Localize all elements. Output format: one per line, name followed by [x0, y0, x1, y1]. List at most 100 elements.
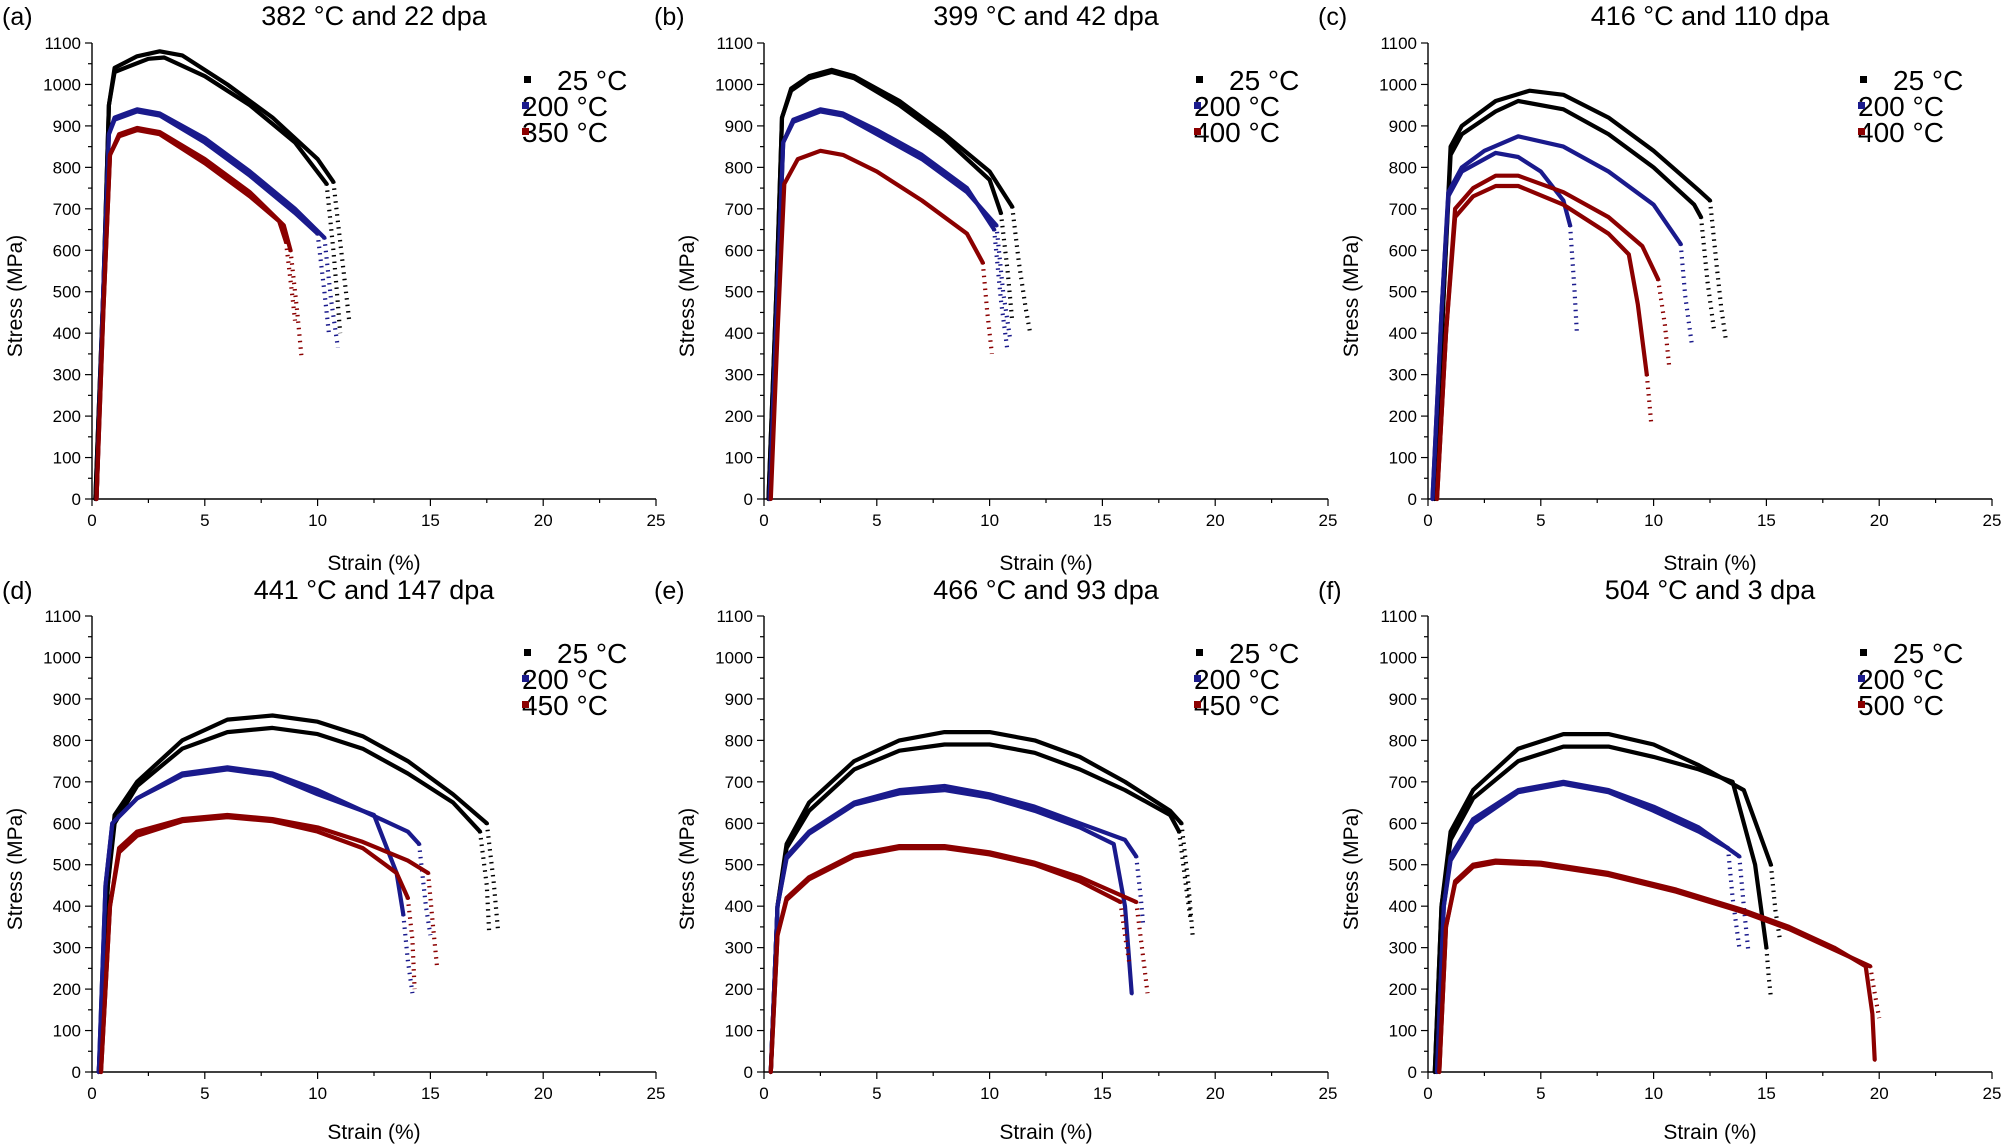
series-fracture-tail-d-2	[417, 843, 433, 936]
series-curve-d-1	[96, 725, 483, 1075]
legend-marker	[524, 649, 531, 656]
y-tick-label: 200	[725, 980, 753, 999]
series-curve-f-3	[1434, 781, 1731, 1075]
x-tick-label: 10	[980, 1084, 999, 1103]
series-curve-f-1	[1432, 744, 1769, 1075]
y-tick-label: 500	[53, 283, 81, 302]
y-tick-label: 800	[53, 731, 81, 750]
series-curve-b-3	[767, 109, 999, 502]
y-tick-label: 600	[1389, 814, 1417, 833]
panel-f-title: 504 °C and 3 dpa	[1605, 575, 1816, 605]
y-tick-label: 0	[1408, 490, 1417, 509]
series-fracture-tail-c-3	[1568, 225, 1579, 334]
legend-marker	[522, 675, 529, 682]
y-tick-label: 300	[53, 366, 81, 385]
series-fracture-tail-b-0	[1010, 206, 1033, 334]
series-fracture-tail-d-1	[477, 831, 492, 932]
series-fracture-tail-d-3	[401, 914, 415, 994]
y-tick-label: 700	[725, 773, 753, 792]
x-tick-label: 10	[1644, 511, 1663, 530]
legend-marker	[1858, 675, 1865, 682]
legend-marker	[1858, 128, 1865, 135]
legend-marker	[522, 128, 529, 135]
panel-d-label: (d)	[2, 577, 33, 605]
legend-a-entry-0: 25 °C	[557, 65, 627, 96]
series-curve-e-5	[768, 846, 1123, 1075]
series-curve-d-5	[98, 815, 410, 1075]
x-tick-label: 15	[1093, 1084, 1112, 1103]
series-fracture-tail-f-2	[1737, 856, 1751, 953]
series-fracture-tail-c-4	[1656, 278, 1672, 369]
y-tick-label: 600	[725, 814, 753, 833]
series-fracture-tail-b-1	[998, 212, 1015, 321]
y-tick-label: 1100	[44, 607, 81, 626]
y-tick-label: 400	[1389, 897, 1417, 916]
y-tick-label: 700	[1389, 200, 1417, 219]
panel-b-y-axis-label: Stress (MPa)	[676, 235, 699, 358]
legend-a-entry-1: 200 °C	[522, 91, 608, 122]
panel-e-label: (e)	[654, 577, 685, 605]
y-tick-label: 900	[1389, 117, 1417, 136]
panel-e: (e) 466 °C and 93 dpa 25 °C 200 °C 450 °…	[654, 575, 1337, 1144]
panel-a-x-axis-label: Strain (%)	[327, 552, 420, 575]
panel-c-title: 416 °C and 110 dpa	[1591, 1, 1830, 31]
x-tick-label: 5	[872, 511, 881, 530]
y-tick-label: 700	[53, 773, 81, 792]
y-tick-label: 600	[725, 241, 753, 260]
x-tick-label: 25	[647, 1084, 666, 1103]
y-tick-label: 300	[725, 366, 753, 385]
series-curve-e-3	[768, 788, 1134, 1075]
panel-b-legend: 25 °C 200 °C 400 °C	[1194, 65, 1299, 148]
legend-e-entry-1: 200 °C	[1194, 664, 1280, 695]
legend-marker	[522, 701, 529, 708]
series-curve-a-3	[94, 109, 320, 502]
series-fracture-tail-e-2	[1134, 856, 1146, 923]
y-tick-label: 800	[725, 731, 753, 750]
panel-f-y-axis-label: Stress (MPa)	[1340, 808, 1363, 931]
series-fracture-tail-f-1	[1764, 947, 1773, 998]
panel-c-x-axis-label: Strain (%)	[1663, 552, 1756, 575]
y-tick-label: 1000	[715, 75, 753, 94]
legend-marker	[524, 76, 531, 83]
panel-b-title: 399 °C and 42 dpa	[933, 1, 1159, 31]
series-fracture-tail-c-1	[1698, 216, 1717, 334]
series-fracture-tail-d-5	[405, 897, 417, 990]
legend-f-entry-1: 200 °C	[1858, 664, 1944, 695]
y-tick-label: 0	[72, 1063, 81, 1082]
y-tick-label: 500	[725, 856, 753, 875]
y-tick-label: 1100	[1380, 34, 1417, 53]
series-fracture-tail-e-0	[1179, 823, 1195, 936]
y-tick-label: 1100	[716, 607, 753, 626]
y-tick-label: 0	[744, 490, 753, 509]
legend-b-entry-1: 200 °C	[1194, 91, 1280, 122]
x-tick-label: 0	[759, 511, 768, 530]
legend-d-entry-2: 450 °C	[522, 690, 608, 721]
y-tick-label: 400	[53, 324, 81, 343]
legend-marker	[522, 102, 529, 109]
x-tick-label: 5	[1536, 1084, 1545, 1103]
legend-marker	[1860, 76, 1867, 83]
y-tick-label: 600	[53, 814, 81, 833]
x-tick-label: 25	[1983, 511, 2002, 530]
legend-marker	[1860, 649, 1867, 656]
y-tick-label: 1000	[715, 648, 753, 667]
series-fracture-tail-e-5	[1118, 901, 1132, 965]
legend-c-entry-0: 25 °C	[1893, 65, 1963, 96]
series-fracture-tail-a-3	[315, 233, 331, 334]
series-curve-b-4	[768, 148, 985, 502]
legend-marker	[1194, 701, 1201, 708]
series-curve-e-0	[768, 730, 1184, 1075]
y-tick-label: 800	[53, 158, 81, 177]
series-fracture-tail-e-4	[1134, 901, 1150, 994]
series-fracture-tail-a-1	[324, 183, 343, 334]
y-tick-label: 100	[1389, 1022, 1417, 1041]
y-tick-label: 400	[53, 897, 81, 916]
series-curve-c-3	[1430, 150, 1573, 502]
legend-marker	[1194, 675, 1201, 682]
panel-b-label: (b)	[654, 3, 685, 31]
x-tick-label: 15	[421, 511, 440, 530]
y-tick-label: 100	[53, 1022, 81, 1041]
y-tick-label: 900	[725, 117, 753, 136]
x-tick-label: 20	[1206, 1084, 1225, 1103]
